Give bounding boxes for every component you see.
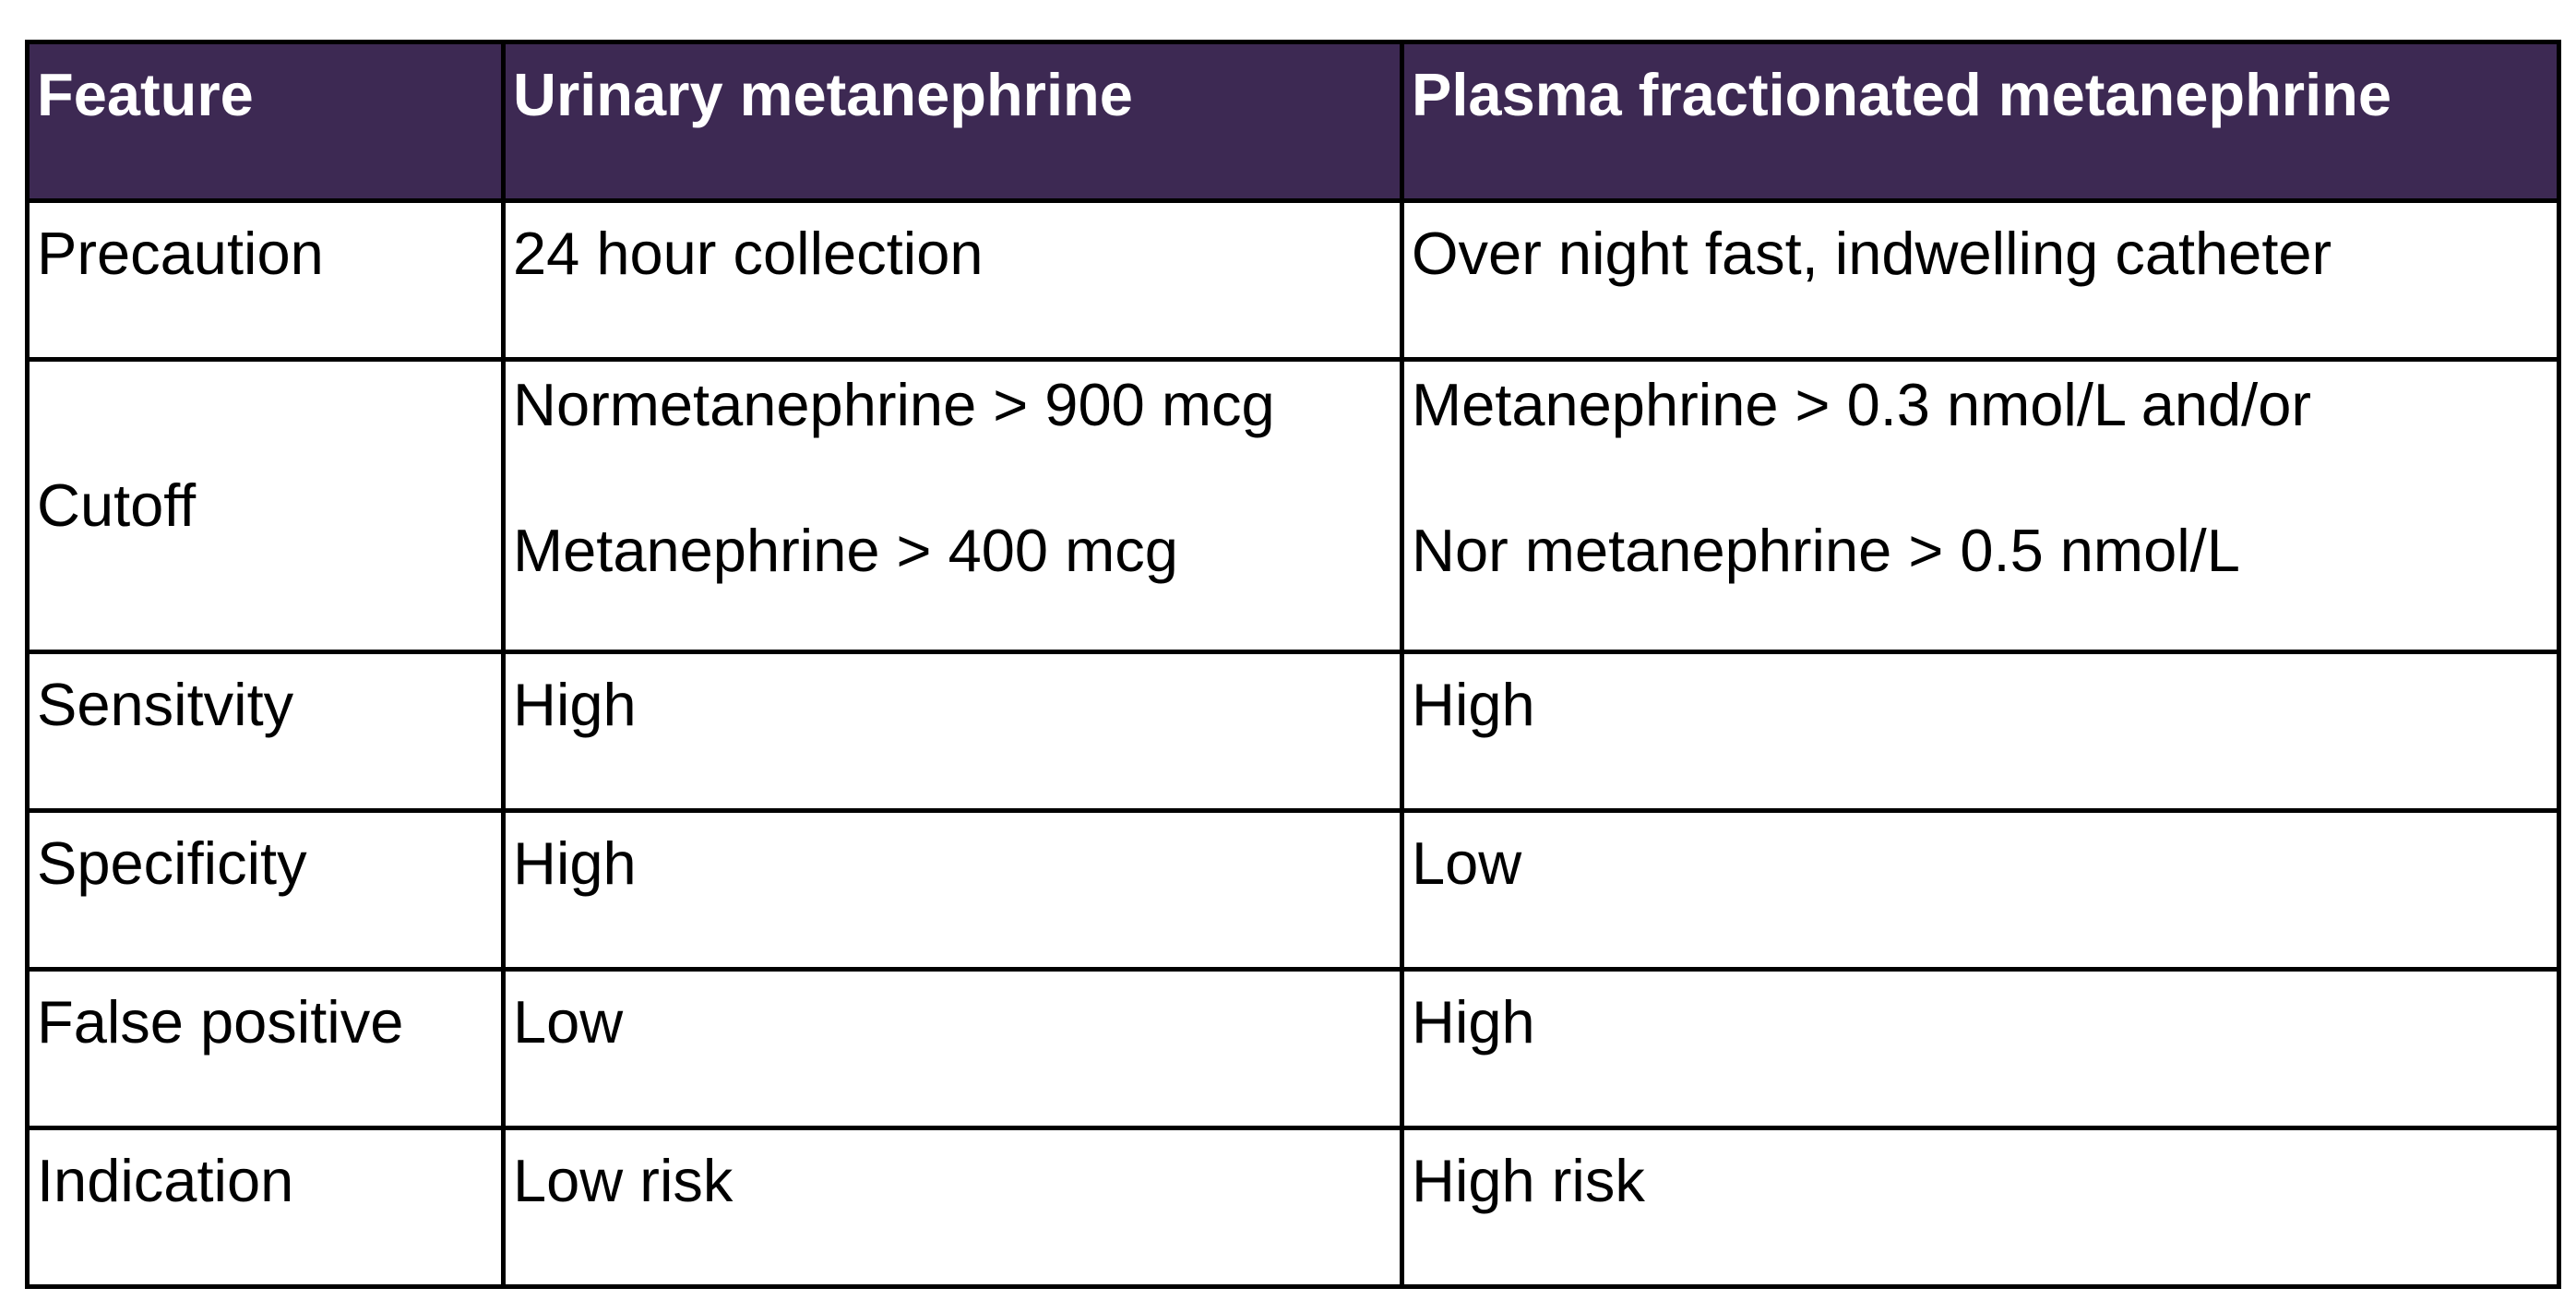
cell-line: Metanephrine > 0.3 nmol/L and/or [1412, 371, 2312, 438]
feature-cell: Indication [25, 1126, 506, 1289]
cell-line: High [513, 671, 637, 738]
plasma-cell: High [1400, 650, 2561, 813]
cell-line: Normetanephrine > 900 mcg [513, 371, 1275, 438]
feature-cell: Precaution [25, 198, 506, 362]
header-urinary-metanephrine: Urinary metanephrine [501, 40, 1404, 203]
plasma-cell: Low [1400, 808, 2561, 972]
cell-line: High [513, 829, 637, 897]
cell-line: Low [1412, 829, 1522, 897]
cell-line: High [1412, 671, 1535, 738]
header-row: Feature Urinary metanephrine Plasma frac… [25, 40, 2561, 203]
cell-line: Nor metanephrine > 0.5 nmol/L [1412, 517, 2240, 584]
table-row-precaution: Precaution 24 hour collection Over night… [25, 198, 2561, 362]
header-feature: Feature [25, 40, 506, 203]
cell-line: Low risk [513, 1147, 733, 1214]
urinary-cell: High [501, 650, 1404, 813]
urinary-cell: 24 hour collection [501, 198, 1404, 362]
cell-line: Metanephrine > 400 mcg [513, 517, 1178, 584]
table-row-sensitivity: Sensitvity High High [25, 650, 2561, 813]
urinary-cell: Low [501, 967, 1404, 1130]
table-row-false-positive: False positive Low High [25, 967, 2561, 1130]
plasma-cell: Metanephrine > 0.3 nmol/L and/or Nor met… [1400, 357, 2561, 654]
plasma-cell: Over night fast, indwelling catheter [1400, 198, 2561, 362]
cell-line: High risk [1412, 1147, 1645, 1214]
table-row-indication: Indication Low risk High risk [25, 1126, 2561, 1289]
plasma-cell: High [1400, 967, 2561, 1130]
header-plasma-fractionated-metanephrine: Plasma fractionated metanephrine [1400, 40, 2561, 203]
cell-line: Over night fast, indwelling catheter [1412, 220, 2332, 287]
table-row-specificity: Specificity High Low [25, 808, 2561, 972]
table-row-cutoff: Cutoff Normetanephrine > 900 mcg Metanep… [25, 357, 2561, 654]
feature-cell: Cutoff [25, 357, 506, 654]
urinary-cell: High [501, 808, 1404, 972]
cell-line: High [1412, 988, 1535, 1056]
comparison-table: Feature Urinary metanephrine Plasma frac… [25, 40, 2561, 1289]
feature-cell: False positive [25, 967, 506, 1130]
feature-cell: Specificity [25, 808, 506, 972]
urinary-cell: Low risk [501, 1126, 1404, 1289]
cell-line: 24 hour collection [513, 220, 984, 287]
plasma-cell: High risk [1400, 1126, 2561, 1289]
feature-cell: Sensitvity [25, 650, 506, 813]
urinary-cell: Normetanephrine > 900 mcg Metanephrine >… [501, 357, 1404, 654]
cell-line: Low [513, 988, 624, 1056]
